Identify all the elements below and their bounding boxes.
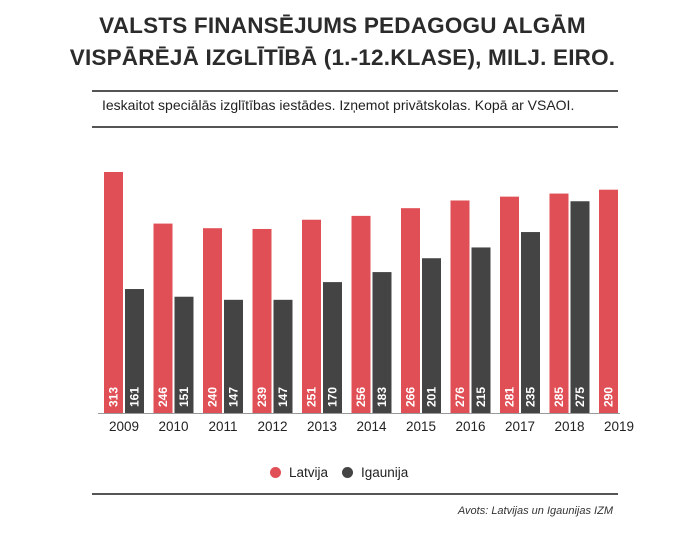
data-label-igaunija-2014: 183 <box>375 387 389 407</box>
bar-latvija-2013 <box>302 219 321 413</box>
chart-title-line-1: VALSTS FINANSĒJUMS PEDAGOGU ALGĀM <box>99 13 586 38</box>
legend-label-latvija: Latvija <box>289 465 329 480</box>
data-label-igaunija-2012: 147 <box>276 387 290 407</box>
chart-title-line-2: VISPĀRĒJĀ IZGLĪTĪBĀ (1.-12.KLASE), MILJ.… <box>69 45 616 70</box>
data-label-igaunija-2018: 275 <box>573 387 587 407</box>
x-tick-label-2016: 2016 <box>455 419 485 434</box>
bottom-divider <box>92 493 618 495</box>
bar-igaunija-2015 <box>422 258 441 413</box>
bar-igaunija-2009 <box>125 289 144 413</box>
legend-item-igaunija: Igaunija <box>342 465 408 480</box>
bar-latvija-2017 <box>500 196 519 413</box>
data-label-latvija-2017: 281 <box>503 387 517 407</box>
bar-latvija-2015 <box>401 208 420 413</box>
x-tick-label-2010: 2010 <box>158 419 188 434</box>
bar-igaunija-2018 <box>570 201 590 413</box>
bar-latvija-2018 <box>549 193 569 413</box>
bar-latvija-2016 <box>450 200 470 413</box>
data-label-igaunija-2009: 161 <box>128 387 142 407</box>
data-label-igaunija-2013: 170 <box>326 387 340 407</box>
x-tick-label-2009: 2009 <box>109 419 139 434</box>
chart-title: VALSTS FINANSĒJUMS PEDAGOGU ALGĀM VISPĀR… <box>0 10 685 74</box>
x-tick-label-2013: 2013 <box>307 419 337 434</box>
legend: Latvija Igaunija <box>0 465 685 485</box>
bar-latvija-2014 <box>351 215 371 413</box>
chart-subtitle: Ieskaitot speciālās izglītības iestādes.… <box>102 97 575 113</box>
data-label-latvija-2015: 266 <box>404 387 418 407</box>
data-label-latvija-2014: 256 <box>354 387 368 407</box>
x-tick-label-2019: 2019 <box>604 419 634 434</box>
bar-latvija-2009 <box>104 171 123 413</box>
top-divider <box>92 90 618 92</box>
bar-igaunija-2013 <box>323 282 342 413</box>
legend-swatch-latvija <box>270 467 281 478</box>
data-label-latvija-2013: 251 <box>305 387 319 407</box>
data-label-igaunija-2010: 151 <box>177 387 191 407</box>
x-tick-label-2015: 2015 <box>406 419 436 434</box>
data-label-igaunija-2015: 201 <box>425 387 439 407</box>
data-label-igaunija-2016: 215 <box>474 387 488 407</box>
legend-item-latvija: Latvija <box>270 465 328 480</box>
bar-igaunija-2017 <box>521 232 540 413</box>
bar-latvija-2011 <box>203 228 222 413</box>
bar-igaunija-2012 <box>273 299 293 413</box>
legend-swatch-igaunija <box>342 467 353 478</box>
data-label-latvija-2011: 240 <box>206 387 220 407</box>
x-tick-label-2012: 2012 <box>257 419 287 434</box>
x-tick-label-2011: 2011 <box>208 419 237 434</box>
bar-latvija-2010 <box>153 223 173 413</box>
data-label-latvija-2019: 290 <box>602 387 616 407</box>
data-label-igaunija-2017: 235 <box>524 387 538 407</box>
data-label-latvija-2012: 239 <box>255 387 269 407</box>
data-label-latvija-2010: 246 <box>156 387 170 407</box>
bar-igaunija-2010 <box>174 296 194 413</box>
data-label-igaunija-2011: 147 <box>227 387 241 407</box>
bar-latvija-2019 <box>599 189 618 413</box>
source-note: Avots: Latvijas un Igaunijas IZM <box>457 505 613 517</box>
data-label-latvija-2016: 276 <box>453 387 467 407</box>
x-tick-label-2014: 2014 <box>356 419 387 434</box>
bar-latvija-2012 <box>252 228 272 413</box>
x-tick-label-2017: 2017 <box>505 419 535 434</box>
data-label-latvija-2018: 285 <box>552 387 566 407</box>
bar-igaunija-2016 <box>471 247 491 413</box>
bar-igaunija-2011 <box>224 299 243 413</box>
legend-label-igaunija: Igaunija <box>361 465 409 480</box>
x-tick-label-2018: 2018 <box>554 419 584 434</box>
subtitle-divider <box>92 126 618 128</box>
bar-igaunija-2014 <box>372 272 392 413</box>
data-label-latvija-2009: 313 <box>107 387 121 407</box>
